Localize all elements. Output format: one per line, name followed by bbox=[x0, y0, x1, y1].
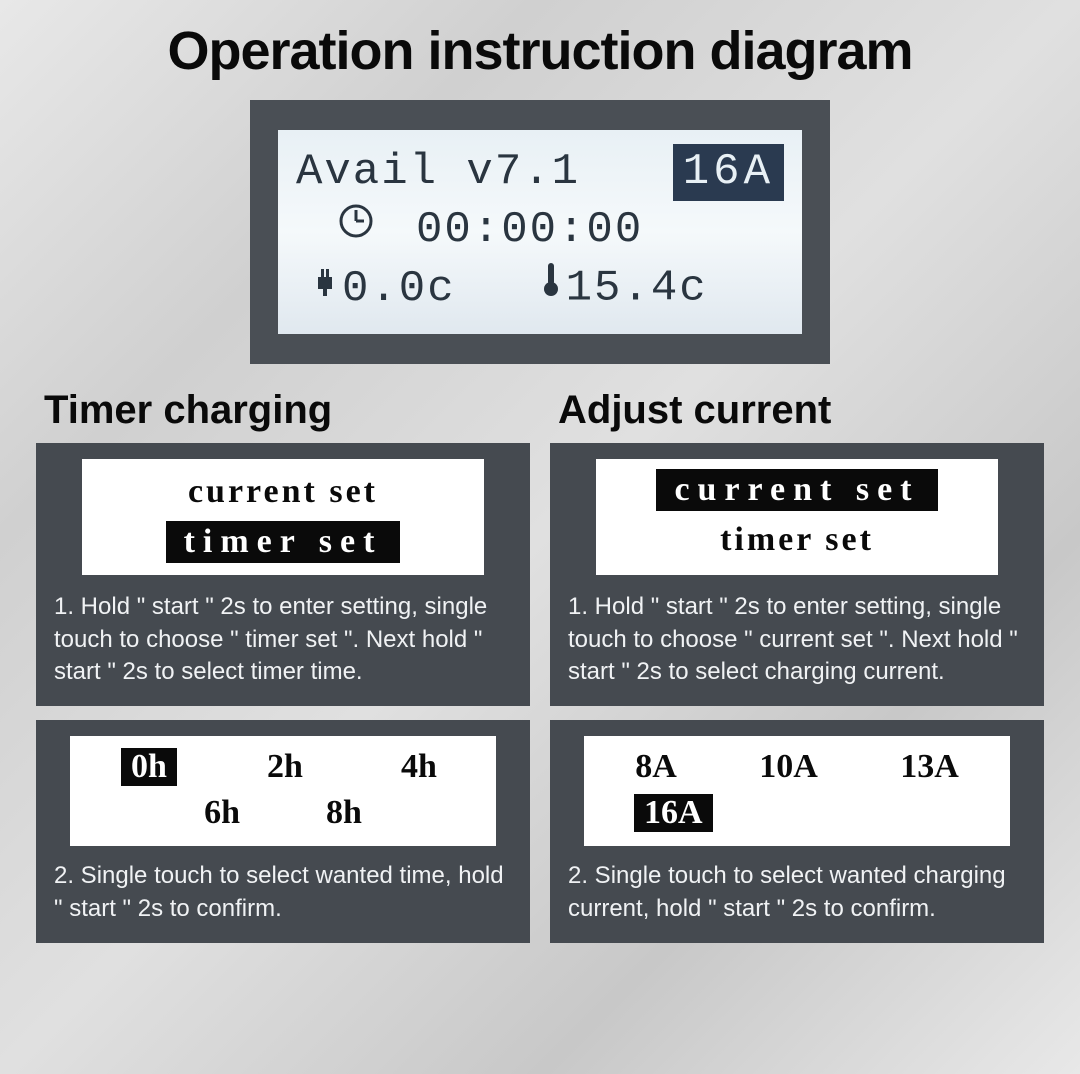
current-option-16a-selected: 16A bbox=[634, 794, 713, 832]
lcd-plug-temp-group: 0.0c bbox=[306, 260, 456, 318]
timer-options-row2: 6h 8h bbox=[80, 790, 486, 836]
current-options-box: 8A 10A 13A 16A bbox=[584, 736, 1010, 846]
timer-options-row1: 0h 2h 4h bbox=[80, 744, 486, 790]
thermometer-icon bbox=[536, 259, 566, 317]
menu-item-current-set-selected: current set bbox=[656, 469, 937, 511]
timer-options-box: 0h 2h 4h 6h 8h bbox=[70, 736, 496, 846]
current-options-row1: 8A 10A 13A bbox=[594, 744, 1000, 790]
lcd-row-status: Avail v7.1 16A bbox=[296, 144, 784, 201]
current-menu-panel: current set timer set 1. Hold " start " … bbox=[550, 443, 1044, 706]
lcd-probe-temp-group: 15.4c bbox=[536, 259, 708, 318]
columns-wrapper: Timer charging current set timer set 1. … bbox=[30, 382, 1050, 957]
current-options-row2: 16A bbox=[594, 790, 1000, 836]
current-menu-box: current set timer set bbox=[596, 459, 998, 575]
menu-item-current-set: current set bbox=[90, 469, 476, 515]
current-option-13a: 13A bbox=[892, 748, 967, 786]
lcd-screen: Avail v7.1 16A 00:00:00 0.0c 15.4c bbox=[278, 130, 802, 334]
current-option-10a: 10A bbox=[751, 748, 826, 786]
menu-item-timer-set-selected: timer set bbox=[166, 521, 401, 563]
timer-charging-heading: Timer charging bbox=[36, 382, 530, 443]
menu-item-timer-set: timer set bbox=[604, 517, 990, 563]
current-instruction-2: 2. Single touch to select wanted chargin… bbox=[566, 858, 1028, 929]
timer-options-panel: 0h 2h 4h 6h 8h 2. Single touch to select… bbox=[36, 720, 530, 943]
clock-icon bbox=[336, 201, 376, 259]
timer-option-4h: 4h bbox=[393, 748, 445, 786]
adjust-current-column: Adjust current current set timer set 1. … bbox=[550, 382, 1044, 957]
timer-instruction-1: 1. Hold " start " 2s to enter setting, s… bbox=[52, 589, 514, 692]
plug-icon bbox=[306, 260, 342, 317]
timer-option-6h: 6h bbox=[196, 794, 248, 832]
lcd-timer-value: 00:00:00 bbox=[416, 202, 643, 259]
lcd-plug-temp: 0.0c bbox=[342, 264, 456, 314]
timer-instruction-2: 2. Single touch to select wanted time, h… bbox=[52, 858, 514, 929]
current-option-8a: 8A bbox=[627, 748, 685, 786]
timer-menu-box: current set timer set bbox=[82, 459, 484, 575]
current-instruction-1: 1. Hold " start " 2s to enter setting, s… bbox=[566, 589, 1028, 692]
lcd-row-timer: 00:00:00 bbox=[296, 201, 784, 259]
timer-option-0h: 0h bbox=[121, 748, 177, 786]
lcd-bezel: Avail v7.1 16A 00:00:00 0.0c 15.4c bbox=[250, 100, 830, 364]
lcd-status-text: Avail v7.1 bbox=[296, 144, 580, 201]
lcd-row-temps: 0.0c 15.4c bbox=[296, 259, 784, 318]
timer-option-8h: 8h bbox=[318, 794, 370, 832]
timer-menu-panel: current set timer set 1. Hold " start " … bbox=[36, 443, 530, 706]
lcd-probe-temp: 15.4c bbox=[566, 264, 708, 314]
timer-option-2h: 2h bbox=[259, 748, 311, 786]
page-title: Operation instruction diagram bbox=[30, 20, 1050, 82]
current-options-panel: 8A 10A 13A 16A 2. Single touch to select… bbox=[550, 720, 1044, 943]
timer-charging-column: Timer charging current set timer set 1. … bbox=[36, 382, 530, 957]
lcd-current-badge: 16A bbox=[673, 144, 784, 201]
adjust-current-heading: Adjust current bbox=[550, 382, 1044, 443]
